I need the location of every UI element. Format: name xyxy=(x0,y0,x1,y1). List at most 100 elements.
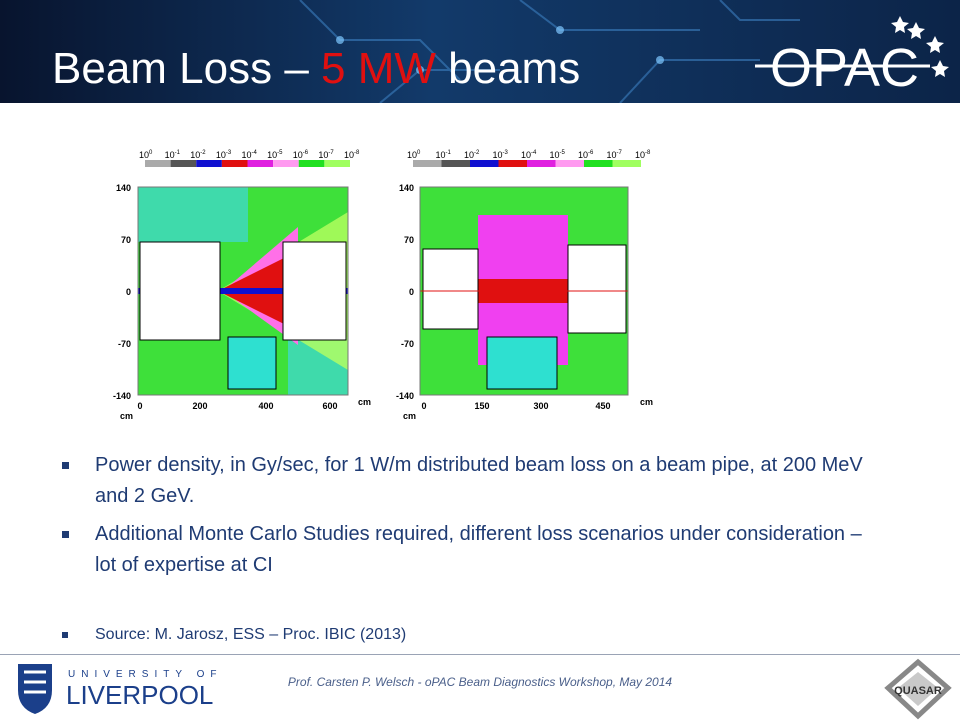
colorbar-segment xyxy=(196,160,222,167)
x-tick-label: 300 xyxy=(533,401,548,411)
colorbar-base: 10 xyxy=(407,150,417,160)
y-unit: cm xyxy=(403,411,416,420)
figure: 100 10-1 10-2 10-3 10-4 10-5 10-6 10-7 10-814070… xyxy=(113,150,371,420)
figure: 100 10-1 10-2 10-3 10-4 10-5 10-6 10-7 10-814070… xyxy=(396,150,653,420)
colorbar-segment xyxy=(584,160,613,167)
figures: 100 10-1 10-2 10-3 10-4 10-5 10-6 10-7 10-814070… xyxy=(113,150,653,420)
colorbar-segment xyxy=(273,160,299,167)
colorbar-label: 10-4 xyxy=(521,150,537,160)
colorbar-segment xyxy=(612,160,641,167)
university-logo: UNIVERSITY OF LIVERPOOL xyxy=(18,664,223,714)
field-region xyxy=(138,187,248,242)
university-top: UNIVERSITY OF xyxy=(68,669,223,680)
colorbar-base: 10 xyxy=(139,150,149,160)
colorbar-segment xyxy=(527,160,556,167)
colorbar-segment xyxy=(498,160,527,167)
colorbar-segment xyxy=(221,160,248,167)
colorbar-base: 10 xyxy=(550,150,560,160)
y-tick-label: 140 xyxy=(399,183,414,193)
colorbar-label: 10-1 xyxy=(165,150,181,160)
y-tick-label: -140 xyxy=(113,391,131,401)
colorbar-segment xyxy=(555,160,584,167)
colorbar-exponent: -8 xyxy=(354,150,360,156)
colorbar-base: 10 xyxy=(521,150,531,160)
colorbar-label: 10-5 xyxy=(267,150,283,160)
colorbar-segment xyxy=(441,160,470,167)
colorbar-exponent: -3 xyxy=(226,150,232,156)
colorbar-exponent: -6 xyxy=(588,150,594,156)
colorbar-label: 10-2 xyxy=(464,150,480,160)
colorbar-exponent: -6 xyxy=(303,150,309,156)
header: OPAC Beam Loss – 5 MW beams xyxy=(0,0,960,103)
colorbar-exponent: -4 xyxy=(252,150,258,156)
colorbar-base: 10 xyxy=(190,150,200,160)
colorbar-label: 10-8 xyxy=(344,150,360,160)
colorbar-base: 10 xyxy=(318,150,328,160)
x-tick-label: 450 xyxy=(595,401,610,411)
colorbar-base: 10 xyxy=(293,150,303,160)
bullet-text: Power density, in Gy/sec, for 1 W/m dist… xyxy=(95,454,863,507)
y-tick-label: -70 xyxy=(118,339,131,349)
colorbar-label: 10-7 xyxy=(607,150,623,160)
colorbar-label: 10-2 xyxy=(190,150,206,160)
y-tick-label: 0 xyxy=(126,287,131,297)
colorbar-segment xyxy=(413,160,442,167)
x-tick-label: 150 xyxy=(474,401,489,411)
partner-logo: QUASAR xyxy=(884,658,952,720)
colorbar-label: 10-5 xyxy=(550,150,566,160)
y-tick-label: 70 xyxy=(404,235,414,245)
logo: OPAC xyxy=(770,38,919,98)
colorbar-exponent: -1 xyxy=(446,150,452,156)
colorbar-base: 10 xyxy=(635,150,645,160)
y-tick-label: 70 xyxy=(121,235,131,245)
colorbar-exponent: -2 xyxy=(474,150,480,156)
magnet xyxy=(422,248,479,330)
x-tick-label: 200 xyxy=(192,401,207,411)
colorbar-exponent: -5 xyxy=(560,150,566,156)
colorbar-base: 10 xyxy=(165,150,175,160)
plot-frame xyxy=(419,186,629,396)
y-tick-label: 0 xyxy=(409,287,414,297)
colorbar-exponent: 0 xyxy=(149,150,153,156)
colorbar-label: 10-3 xyxy=(216,150,232,160)
university-name: LIVERPOOL xyxy=(66,680,213,710)
colorbar-label: 10-6 xyxy=(293,150,309,160)
colorbar-base: 10 xyxy=(436,150,446,160)
magnet xyxy=(139,241,221,341)
colorbar-segment xyxy=(247,160,274,167)
magnet xyxy=(282,241,347,341)
colorbar-base: 10 xyxy=(578,150,588,160)
colorbar-exponent: -1 xyxy=(175,150,181,156)
x-tick-label: 0 xyxy=(137,401,142,411)
plot-frame xyxy=(137,186,349,396)
x-tick-label: 600 xyxy=(322,401,337,411)
magnet xyxy=(567,244,627,334)
partner-name: QUASAR xyxy=(894,685,942,697)
title-highlight: 5 MW xyxy=(321,44,436,93)
colorbar-segment xyxy=(170,160,197,167)
colorbar-exponent: -7 xyxy=(617,150,623,156)
colorbar-exponent: -3 xyxy=(503,150,509,156)
colorbar-base: 10 xyxy=(216,150,226,160)
title-part: beams xyxy=(435,44,581,93)
colorbar-exponent: -4 xyxy=(531,150,537,156)
beam-pipe xyxy=(138,288,348,294)
x-unit: cm xyxy=(640,397,653,407)
detector xyxy=(486,336,558,390)
title-part: Beam Loss – xyxy=(52,44,322,93)
colorbar-base: 10 xyxy=(493,150,503,160)
colorbar-base: 10 xyxy=(344,150,354,160)
colorbar-exponent: 0 xyxy=(417,150,421,156)
colorbar-segment xyxy=(470,160,499,167)
y-tick-label: 140 xyxy=(116,183,131,193)
colorbar-exponent: -2 xyxy=(200,150,206,156)
y-tick-label: -70 xyxy=(401,339,414,349)
colorbar-exponent: -7 xyxy=(328,150,334,156)
colorbar-base: 10 xyxy=(607,150,617,160)
colorbar-base: 10 xyxy=(267,150,277,160)
colorbar-segment xyxy=(298,160,325,167)
y-unit: cm xyxy=(120,411,133,420)
colorbar-base: 10 xyxy=(464,150,474,160)
footer-text: Prof. Carsten P. Welsch - oPAC Beam Diag… xyxy=(287,675,673,689)
